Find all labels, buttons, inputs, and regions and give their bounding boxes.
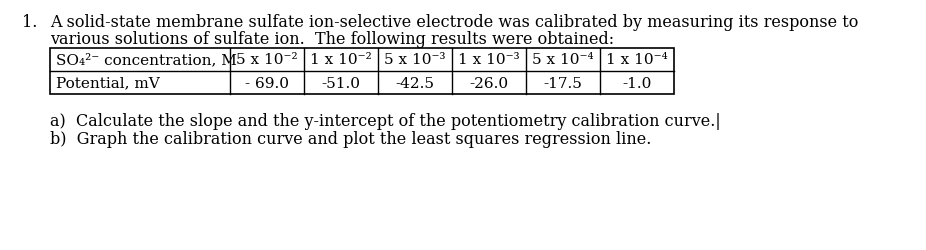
Text: 1.: 1. xyxy=(22,14,37,31)
Text: -26.0: -26.0 xyxy=(469,76,508,90)
Text: 5 x 10⁻⁴: 5 x 10⁻⁴ xyxy=(532,53,594,67)
Text: 1 x 10⁻⁴: 1 x 10⁻⁴ xyxy=(607,53,668,67)
Text: -1.0: -1.0 xyxy=(622,76,652,90)
Text: b)  Graph the calibration curve and plot the least squares regression line.: b) Graph the calibration curve and plot … xyxy=(50,130,651,148)
Text: 1 x 10⁻²: 1 x 10⁻² xyxy=(310,53,372,67)
Text: 1 x 10⁻³: 1 x 10⁻³ xyxy=(458,53,519,67)
Text: a)  Calculate the slope and the y-intercept of the potentiometry calibration cur: a) Calculate the slope and the y-interce… xyxy=(50,112,720,130)
Text: -42.5: -42.5 xyxy=(395,76,434,90)
Text: 5 x 10⁻²: 5 x 10⁻² xyxy=(236,53,298,67)
Bar xyxy=(50,49,674,94)
Text: - 69.0: - 69.0 xyxy=(245,76,289,90)
Text: various solutions of sulfate ion.  The following results were obtained:: various solutions of sulfate ion. The fo… xyxy=(50,31,614,48)
Text: A solid-state membrane sulfate ion-selective electrode was calibrated by measuri: A solid-state membrane sulfate ion-selec… xyxy=(50,14,858,31)
Text: 5 x 10⁻³: 5 x 10⁻³ xyxy=(384,53,445,67)
Text: SO₄²⁻ concentration, M: SO₄²⁻ concentration, M xyxy=(56,53,237,67)
Text: -17.5: -17.5 xyxy=(544,76,582,90)
Text: Potential, mV: Potential, mV xyxy=(56,76,160,90)
Text: -51.0: -51.0 xyxy=(321,76,360,90)
